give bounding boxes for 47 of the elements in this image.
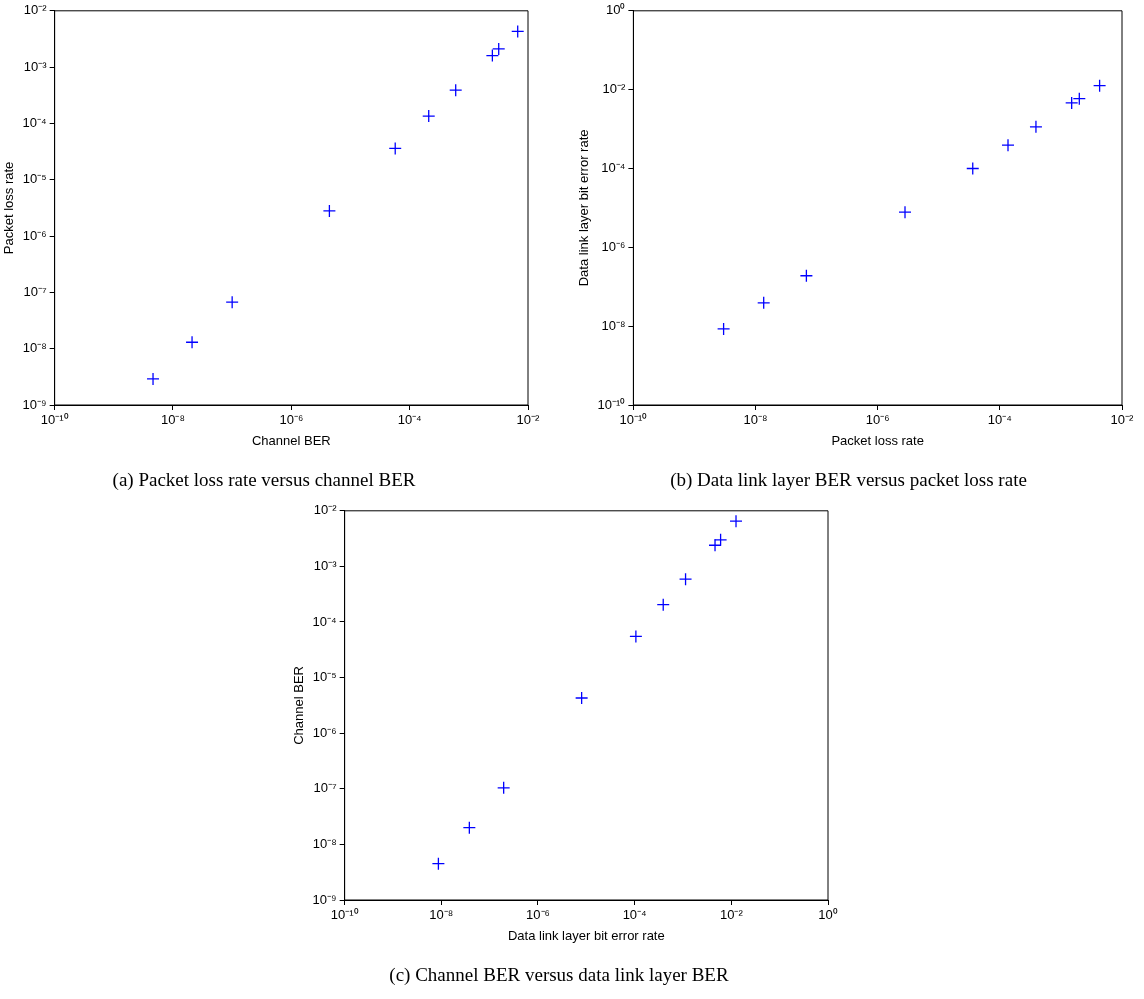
- y-tick-label: 10⁻⁵: [22, 171, 47, 187]
- text: (a) Packet loss rate versus channel BER: [112, 468, 416, 491]
- y-tick-label: 10⁻⁸: [601, 317, 626, 333]
- x-tick-label: 10⁻⁴: [397, 412, 422, 428]
- y-tick-label: 10⁻⁴: [312, 613, 337, 629]
- y-axis-title: Data link layer bit error rate: [576, 129, 592, 287]
- y-tick-label: 10⁻⁹: [312, 891, 337, 907]
- y-tick-label: 10⁻⁸: [312, 835, 337, 851]
- y-tick-label: 10⁻³: [313, 557, 338, 573]
- x-tick-label: 10⁻²: [1110, 412, 1135, 428]
- x-tick-label: 10⁻⁸: [161, 412, 185, 428]
- y-tick-label: 10⁻⁷: [313, 780, 337, 796]
- y-tick-label: 10⁻⁶: [601, 238, 626, 254]
- y-tick-label: 10⁻⁹: [22, 396, 47, 412]
- y-tick-label: 10⁻⁵: [312, 669, 337, 685]
- x-tick-label: 10⁻⁶: [526, 907, 550, 923]
- x-tick-label: 10⁻²: [719, 907, 744, 923]
- x-tick-label: 10⁻¹⁰: [330, 907, 359, 923]
- y-axis-title: Channel BER: [291, 666, 307, 745]
- text: (b) Data link layer BER versus packet loss rate: [670, 468, 1027, 491]
- x-tick-label: 10⁻⁸: [429, 907, 454, 923]
- y-tick-label: 10⁻⁶: [312, 724, 337, 740]
- y-tick-label: 10⁻²: [23, 2, 48, 18]
- x-tick-label: 10⁻²: [516, 412, 541, 428]
- y-tick-label: 10⁻²: [602, 81, 627, 97]
- x-tick-label: 10⁻⁴: [622, 907, 647, 923]
- y-tick-label: 10⁻⁸: [22, 340, 47, 356]
- y-tick-label: 10⁻⁶: [22, 227, 47, 243]
- x-axis-title: Data link layer bit error rate: [507, 927, 665, 943]
- y-tick-label: 10⁰: [605, 2, 626, 18]
- y-tick-label: 10⁻³: [23, 58, 48, 74]
- y-tick-label: 10⁻⁴: [601, 160, 626, 176]
- y-tick-label: 10⁻⁷: [23, 283, 47, 299]
- y-axis-title: Packet loss rate: [1, 161, 17, 255]
- x-tick-label: 10⁰: [818, 907, 838, 923]
- y-tick-label: 10⁻²: [313, 502, 338, 518]
- x-tick-label: 10⁻⁶: [865, 412, 890, 428]
- x-tick-label: 10⁻¹⁰: [619, 412, 648, 428]
- x-tick-label: 10⁻⁴: [987, 412, 1012, 428]
- x-tick-label: 10⁻⁸: [743, 412, 768, 428]
- x-axis-title: Packet loss rate: [831, 432, 924, 448]
- x-axis-title: Channel BER: [251, 432, 331, 448]
- text: (c) Channel BER versus data link layer BER: [389, 963, 729, 986]
- y-tick-label: 10⁻¹⁰: [597, 396, 626, 412]
- x-tick-label: 10⁻¹⁰: [40, 412, 69, 428]
- y-tick-label: 10⁻⁴: [22, 115, 47, 131]
- x-tick-label: 10⁻⁶: [279, 412, 304, 428]
